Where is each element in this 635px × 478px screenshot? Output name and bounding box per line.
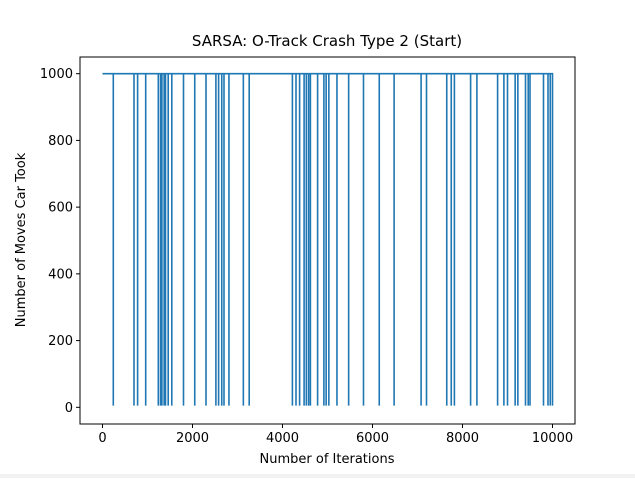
- y-axis: 0 200 400 600 800 1000: [40, 67, 80, 416]
- chart-title: SARSA: O-Track Crash Type 2 (Start): [192, 32, 462, 50]
- y-axis-label: Number of Moves Car Took: [14, 152, 29, 327]
- plot-area: [79, 56, 576, 425]
- y-tick-label: 800: [48, 134, 73, 149]
- x-tick-label: 6000: [356, 431, 389, 446]
- x-tick-label: 0: [98, 431, 106, 446]
- y-tick-label: 600: [48, 201, 73, 216]
- plot-frame: [79, 56, 576, 425]
- window-bottom-strip: [0, 474, 635, 478]
- y-tick-label: 400: [48, 267, 73, 282]
- x-tick-label: 10000: [532, 431, 573, 446]
- x-axis: 0 2000 4000 6000 8000 10000: [98, 424, 573, 446]
- y-tick-label: 200: [48, 334, 73, 349]
- x-tick-label: 4000: [266, 431, 299, 446]
- x-tick-label: 8000: [446, 431, 479, 446]
- y-tick-label: 0: [65, 401, 73, 416]
- y-tick-label: 1000: [40, 67, 73, 82]
- x-axis-label: Number of Iterations: [260, 452, 395, 467]
- x-tick-label: 2000: [176, 431, 209, 446]
- series-line: [102, 72, 554, 406]
